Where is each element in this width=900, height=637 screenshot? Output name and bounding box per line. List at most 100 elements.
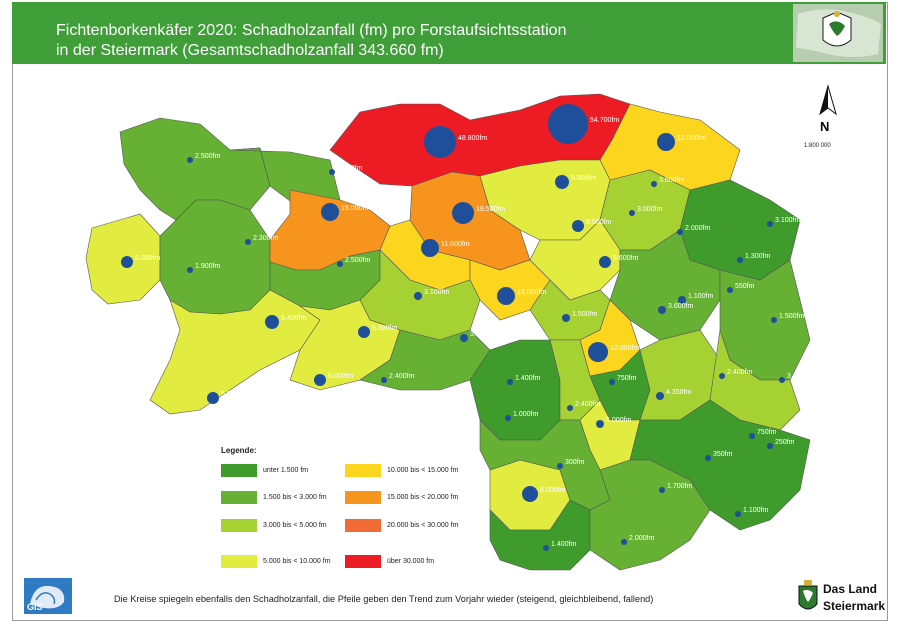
damage-circle <box>609 379 615 385</box>
map-value-label: 1.400fm <box>515 375 540 382</box>
map-value-label: 1.100fm <box>743 507 768 514</box>
damage-circle <box>727 287 733 293</box>
damage-circle <box>588 342 608 362</box>
damage-circle <box>452 202 474 224</box>
map-value-label: 48.800fm <box>458 135 487 142</box>
steiermark-text: Steiermark <box>823 599 886 613</box>
map-value-label: 2.500fm <box>195 153 220 160</box>
map-value-label: 2.600fm <box>337 165 362 172</box>
damage-circle <box>543 545 549 551</box>
legend-swatch <box>345 490 381 504</box>
damage-circle <box>658 306 666 314</box>
gis-logo: GIS <box>24 578 72 614</box>
damage-circle <box>424 126 456 158</box>
legend-item: 3.000 bis < 5.000 fm <box>221 518 327 532</box>
damage-circle <box>121 256 133 268</box>
damage-circle <box>656 392 664 400</box>
damage-circle <box>505 415 511 421</box>
map-value-label: 1.500fm <box>779 313 804 320</box>
map-value-label: 1.100fm <box>688 293 713 300</box>
map-value-label: 15.000fm <box>341 205 370 212</box>
legend-swatch <box>345 463 381 477</box>
damage-circle <box>651 181 657 187</box>
das-land-steiermark-logo: Das Land Steiermark <box>796 578 886 618</box>
map-value-label: 1.500fm <box>572 311 597 318</box>
region-east-mid <box>609 229 721 341</box>
map-value-label: 2.400fm <box>389 373 414 380</box>
gis-logo-text: GIS <box>27 602 43 612</box>
legend-label: 15.000 bis < 20.000 fm <box>387 493 459 501</box>
damage-circle <box>187 267 193 273</box>
legend-label: 10.000 bis < 15.000 fm <box>387 466 459 474</box>
map-value-label: 1.900fm <box>195 263 220 270</box>
legend-swatch <box>221 463 257 477</box>
map-value-label: 3.100fm <box>787 373 812 380</box>
map-value-label: 12.000fm <box>677 135 706 142</box>
damage-circle <box>329 169 335 175</box>
title-bar <box>12 2 886 64</box>
damage-circle <box>659 487 665 493</box>
damage-circle <box>557 463 563 469</box>
damage-circle <box>497 287 515 305</box>
damage-circle <box>567 405 573 411</box>
map-value-label: 11.000fm <box>441 241 470 248</box>
page-title-line2: in der Steiermark (Gesamtschadholzanfall… <box>56 42 444 59</box>
damage-circle <box>677 229 683 235</box>
map-value-label: 750fm <box>757 429 777 436</box>
damage-circle <box>314 374 326 386</box>
damage-circle <box>767 443 773 449</box>
map-value-label: 750fm <box>617 375 637 382</box>
damage-circle <box>678 296 686 304</box>
legend-swatch <box>221 518 257 532</box>
legend-label: 3.000 bis < 5.000 fm <box>263 521 327 529</box>
damage-circle <box>507 379 513 385</box>
map-value-label: 9.500fm <box>571 175 596 182</box>
map-value-label: 250fm <box>775 439 795 446</box>
map-value-label: 9.600fm <box>613 255 638 262</box>
damage-circles <box>121 104 785 551</box>
damage-circle <box>737 257 743 263</box>
damage-circle <box>358 326 370 338</box>
region-s-green-bottom <box>589 459 711 571</box>
map-value-label: 1.300fm <box>745 253 770 260</box>
legend-swatch <box>221 490 257 504</box>
legend-label: 5.000 bis < 10.000 fm <box>263 557 331 565</box>
damage-circle <box>735 511 741 517</box>
legend-item: 1.500 bis < 3.000 fm <box>221 490 327 504</box>
north-arrow <box>819 84 837 116</box>
map-value-label: 3.100fm <box>775 217 800 224</box>
damage-circle <box>749 433 755 439</box>
map-value-label: 3.100fm <box>424 289 449 296</box>
damage-circle <box>572 220 584 232</box>
page-title-line1: Fichtenborkenkäfer 2020: Schadholzanfall… <box>56 22 567 39</box>
legend-item: 15.000 bis < 20.000 fm <box>345 490 458 504</box>
map-value-label: 5.300fm <box>372 325 397 332</box>
map-value-label: 300fm <box>565 459 585 466</box>
legend-item: 20.000 bis < 30.000 fm <box>345 518 458 532</box>
crest-image <box>793 4 883 62</box>
legend-label: unter 1.500 fm <box>263 466 309 474</box>
damage-circle <box>657 133 675 151</box>
legend-item: über 30.000 fm <box>345 554 434 568</box>
legend-label: 20.000 bis < 30.000 fm <box>387 521 459 529</box>
damage-circle <box>460 334 468 342</box>
region-s-green <box>359 329 491 391</box>
damage-circle <box>321 203 339 221</box>
damage-circle <box>705 455 711 461</box>
legend-swatch <box>345 554 381 568</box>
legend-label: 1.500 bis < 3.000 fm <box>263 493 327 501</box>
map-value-labels: 2.500fm 2.600fm 48.800fm 54.700fm 12.000fm 9.… <box>135 117 812 548</box>
damage-circle <box>621 539 627 545</box>
damage-circle <box>414 292 422 300</box>
north-letter: N <box>820 119 830 134</box>
damage-circle <box>522 486 538 502</box>
map-value-label: 3.600fm <box>668 303 693 310</box>
legend-title: Legende: <box>221 446 257 455</box>
map-value-label: 8.000fm <box>135 255 160 262</box>
map-value-label: 2.500fm <box>345 257 370 264</box>
damage-circle <box>771 317 777 323</box>
damage-circle <box>599 256 611 268</box>
map-value-label: 2.400fm <box>727 369 752 376</box>
map-value-label: 12.000fm <box>610 345 639 352</box>
map-value-label: 5.800fm <box>221 391 246 398</box>
